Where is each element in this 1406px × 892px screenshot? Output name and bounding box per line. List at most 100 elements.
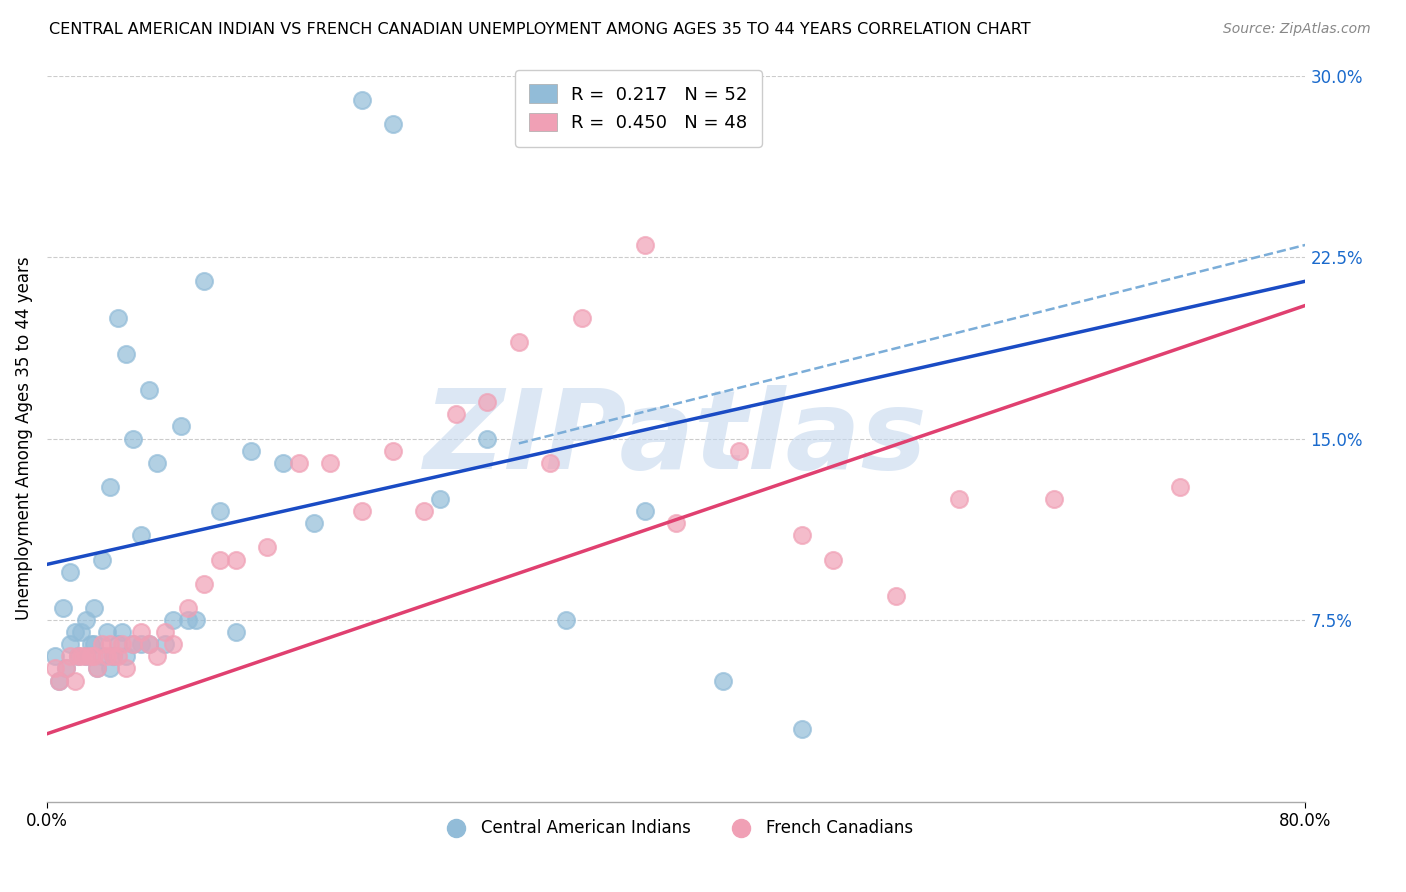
Point — [75, 649, 97, 664]
Point — [382, 443, 405, 458]
Text: Source: ZipAtlas.com: Source: ZipAtlas.com — [1223, 22, 1371, 37]
Point — [177, 613, 200, 627]
Point — [59, 565, 82, 579]
Point — [153, 625, 176, 640]
Y-axis label: Unemployment Among Ages 35 to 44 years: Unemployment Among Ages 35 to 44 years — [15, 257, 32, 620]
Point — [129, 637, 152, 651]
Point — [96, 625, 118, 640]
Point — [111, 637, 134, 651]
Point — [146, 456, 169, 470]
Point — [114, 661, 136, 675]
Point — [91, 637, 114, 651]
Point — [86, 661, 108, 675]
Point — [477, 432, 499, 446]
Legend: Central American Indians, French Canadians: Central American Indians, French Canadia… — [433, 813, 920, 844]
Point — [177, 601, 200, 615]
Point — [122, 637, 145, 651]
Point — [91, 552, 114, 566]
Point — [382, 117, 405, 131]
Point — [444, 408, 467, 422]
Point — [122, 432, 145, 446]
Point — [287, 456, 309, 470]
Point — [86, 661, 108, 675]
Point — [80, 637, 103, 651]
Point — [571, 310, 593, 325]
Point — [138, 637, 160, 651]
Point — [790, 528, 813, 542]
Point — [350, 504, 373, 518]
Point — [665, 516, 688, 531]
Point — [75, 613, 97, 627]
Point — [319, 456, 342, 470]
Point — [98, 661, 121, 675]
Point — [101, 649, 124, 664]
Point — [162, 613, 184, 627]
Point — [225, 552, 247, 566]
Text: ZIPatlas: ZIPatlas — [425, 385, 928, 492]
Point — [67, 649, 90, 664]
Point — [634, 238, 657, 252]
Point — [114, 347, 136, 361]
Point — [83, 637, 105, 651]
Point — [138, 383, 160, 397]
Point — [208, 552, 231, 566]
Point — [225, 625, 247, 640]
Point — [413, 504, 436, 518]
Point — [107, 637, 129, 651]
Point — [304, 516, 326, 531]
Point — [80, 649, 103, 664]
Point — [107, 310, 129, 325]
Point — [129, 625, 152, 640]
Point — [508, 334, 530, 349]
Point — [129, 528, 152, 542]
Point — [63, 673, 86, 688]
Point — [477, 395, 499, 409]
Point — [240, 443, 263, 458]
Point — [114, 649, 136, 664]
Point — [96, 649, 118, 664]
Point — [44, 649, 66, 664]
Point — [55, 661, 77, 675]
Point — [52, 601, 75, 615]
Point — [138, 637, 160, 651]
Text: CENTRAL AMERICAN INDIAN VS FRENCH CANADIAN UNEMPLOYMENT AMONG AGES 35 TO 44 YEAR: CENTRAL AMERICAN INDIAN VS FRENCH CANADI… — [49, 22, 1031, 37]
Point — [59, 637, 82, 651]
Point — [153, 637, 176, 651]
Point — [107, 649, 129, 664]
Point — [538, 456, 561, 470]
Point — [63, 625, 86, 640]
Point — [271, 456, 294, 470]
Point — [162, 637, 184, 651]
Point — [186, 613, 208, 627]
Point — [193, 274, 215, 288]
Point — [555, 613, 578, 627]
Point — [948, 491, 970, 506]
Point — [1168, 480, 1191, 494]
Point — [48, 673, 70, 688]
Point — [48, 673, 70, 688]
Point — [70, 649, 93, 664]
Point — [193, 576, 215, 591]
Point — [886, 589, 908, 603]
Point — [429, 491, 451, 506]
Point — [98, 637, 121, 651]
Point — [711, 673, 734, 688]
Point — [350, 93, 373, 107]
Point — [55, 661, 77, 675]
Point — [59, 649, 82, 664]
Point — [790, 722, 813, 736]
Point — [1042, 491, 1064, 506]
Point — [83, 601, 105, 615]
Point — [111, 625, 134, 640]
Point — [101, 649, 124, 664]
Point — [70, 625, 93, 640]
Point — [75, 649, 97, 664]
Point — [169, 419, 191, 434]
Point — [208, 504, 231, 518]
Point — [83, 649, 105, 664]
Point — [146, 649, 169, 664]
Point — [256, 541, 278, 555]
Point — [67, 649, 90, 664]
Point — [91, 649, 114, 664]
Point — [122, 637, 145, 651]
